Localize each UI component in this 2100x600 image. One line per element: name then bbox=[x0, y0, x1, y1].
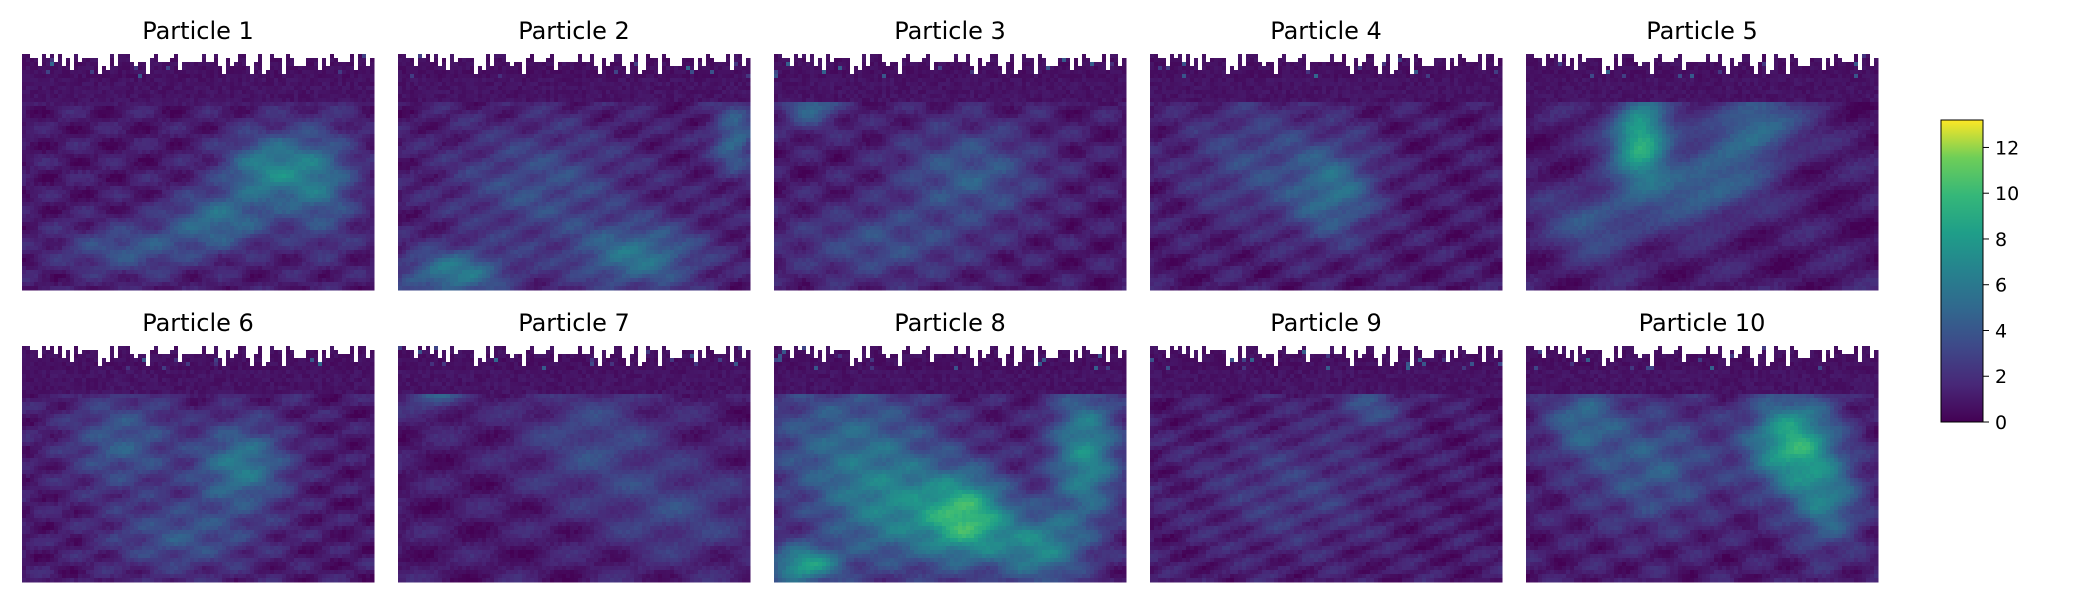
heatmap-cells bbox=[398, 346, 750, 582]
colorbar: 0 2 4 6 8 10 12 bbox=[1941, 120, 2019, 434]
panel-title: Particle 6 bbox=[142, 309, 254, 337]
colorbar-tick-label: 4 bbox=[1995, 320, 2007, 342]
panel-title: Particle 3 bbox=[894, 17, 1006, 45]
panel-2: Particle 2 bbox=[398, 17, 750, 290]
panel-8: Particle 8 bbox=[774, 309, 1126, 582]
colorbar-tick-label: 0 bbox=[1995, 412, 2007, 434]
panel-10: Particle 10 bbox=[1526, 309, 1878, 582]
panel-9: Particle 9 bbox=[1150, 309, 1502, 582]
heatmap-cells bbox=[22, 346, 374, 582]
panel-title: Particle 8 bbox=[894, 309, 1006, 337]
panel-3: Particle 3 bbox=[774, 17, 1126, 290]
colorbar-tick-label: 8 bbox=[1995, 229, 2007, 251]
heatmap-cells bbox=[22, 54, 374, 290]
panel-title: Particle 7 bbox=[518, 309, 630, 337]
panel-title: Particle 5 bbox=[1646, 17, 1758, 45]
colorbar-tick-label: 12 bbox=[1995, 137, 2019, 159]
panel-title: Particle 2 bbox=[518, 17, 630, 45]
heatmap-cells bbox=[1526, 346, 1878, 582]
panel-1: Particle 1 bbox=[22, 17, 374, 290]
panel-4: Particle 4 bbox=[1150, 17, 1502, 290]
heatmap-cells bbox=[774, 54, 1126, 290]
panel-title: Particle 1 bbox=[142, 17, 254, 45]
panel-5: Particle 5 bbox=[1526, 17, 1878, 290]
panel-6: Particle 6 bbox=[22, 309, 374, 582]
colorbar-tick-label: 10 bbox=[1995, 183, 2019, 205]
heatmap-panels: Particle 1 Particle 2 Particle 3 Particle 4… bbox=[22, 17, 1878, 582]
heatmap-cells bbox=[1526, 54, 1878, 290]
panel-title: Particle 4 bbox=[1270, 17, 1382, 45]
colorbar-tick-label: 2 bbox=[1995, 366, 2007, 388]
heatmap-cells bbox=[774, 346, 1126, 582]
colorbar-tick-label: 6 bbox=[1995, 275, 2007, 297]
colorbar-gradient bbox=[1941, 120, 1983, 422]
heatmap-cells bbox=[1150, 54, 1502, 290]
panel-title: Particle 10 bbox=[1639, 309, 1766, 337]
panel-7: Particle 7 bbox=[398, 309, 750, 582]
heatmap-cells bbox=[1150, 346, 1502, 582]
panel-title: Particle 9 bbox=[1270, 309, 1382, 337]
heatmap-cells bbox=[398, 54, 750, 290]
